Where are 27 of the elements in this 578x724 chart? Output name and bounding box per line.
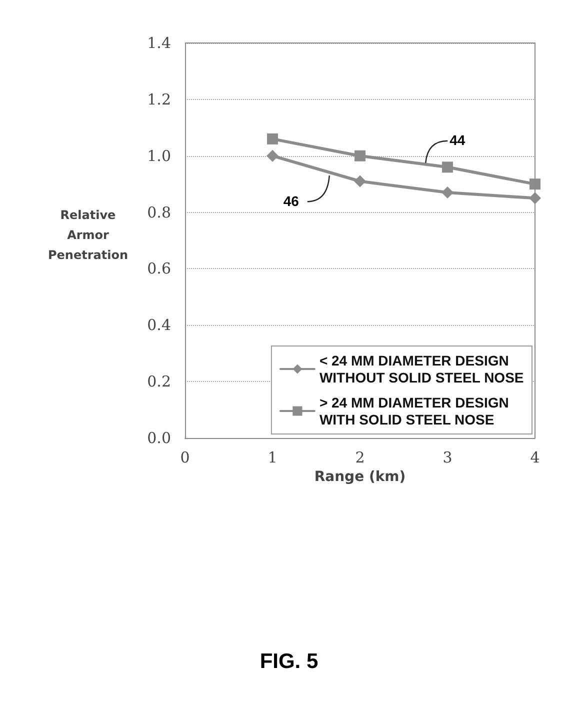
x-tick-label: 2: [355, 448, 365, 466]
point: [442, 162, 453, 173]
x-tick-label: 0: [180, 448, 190, 466]
y-tick-label: 1.2: [147, 90, 171, 108]
x-tick-label: 3: [442, 448, 452, 466]
point: [530, 178, 540, 190]
point: [266, 150, 278, 162]
y-tick-label: 0.8: [147, 203, 171, 222]
caption: FIG. 5: [258, 650, 320, 674]
y-tick-label: 0.2: [147, 372, 171, 391]
x-axis-title: Range (km): [314, 468, 406, 485]
legend-label: > 24 MM DIAMETER DESIGN WITH SOLID STEEL NOSE: [319, 394, 509, 428]
y-tick-label: 1.4: [147, 34, 171, 52]
y-tick-label: 0.4: [147, 316, 171, 334]
x-tick-label: 4: [530, 448, 540, 466]
y-tick-label: 0.6: [147, 260, 171, 278]
y-tick-label: 0.0: [147, 429, 171, 447]
annotation: 46: [283, 192, 299, 209]
point: [354, 175, 366, 188]
point: [267, 133, 278, 144]
legend-label: < 24 MM DIAMETER DESIGN WITHOUT SOLID STEEL NOSE: [319, 352, 524, 386]
annotation: 44: [450, 132, 466, 148]
point: [442, 186, 454, 199]
point: [354, 150, 366, 162]
x-tick-label: 1: [268, 448, 278, 466]
y-tick-label: 1.0: [147, 146, 171, 165]
y-axis-title: Relative Armor Penetration: [48, 207, 128, 264]
